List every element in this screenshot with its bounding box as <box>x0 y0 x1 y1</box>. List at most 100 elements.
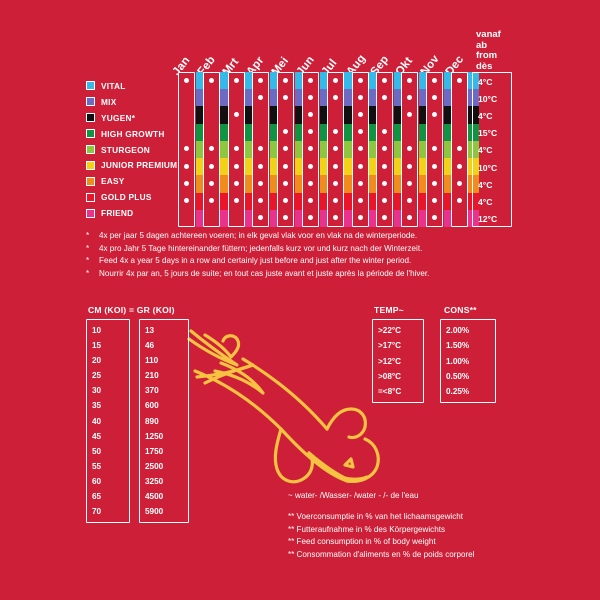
month-column-okt[interactable] <box>401 72 419 227</box>
legend-label: HIGH GROWTH <box>101 128 165 139</box>
note-text: Feed 4x a year 5 days in a row and certa… <box>99 256 412 266</box>
feeding-dot <box>456 146 462 152</box>
feeding-dot <box>357 129 363 135</box>
gr-value-cell: 4500 <box>145 492 164 502</box>
feeding-dot <box>357 146 363 152</box>
legend-label: EASY <box>101 176 125 187</box>
feeding-dot <box>432 146 437 152</box>
month-column-dec[interactable] <box>450 72 468 227</box>
month-column-apr[interactable] <box>252 72 270 227</box>
temperature-cell: 10°C <box>478 162 498 173</box>
temperature-cell: 12°C <box>478 214 498 225</box>
feeding-dot <box>258 94 264 100</box>
feeding-dot <box>407 163 413 169</box>
temperature-cell: 15°C <box>478 128 498 139</box>
feeding-dot <box>332 77 338 83</box>
month-column-mrt[interactable] <box>227 72 245 227</box>
feeding-dot <box>184 146 189 152</box>
month-column-mei[interactable] <box>277 72 295 227</box>
product-legend: VITAL MIX YUGEN* HIGH GROWTH STURGEON JUNIOR … <box>86 78 178 221</box>
feeding-dot <box>456 77 462 83</box>
feeding-dot <box>407 111 413 117</box>
feeding-dot <box>308 163 313 169</box>
feeding-dot <box>283 77 289 83</box>
cons-value-cell: 1.00% <box>446 356 470 366</box>
feeding-dot <box>432 77 437 83</box>
feeding-dot <box>407 215 413 221</box>
feeding-dot <box>432 180 437 186</box>
feeding-dot <box>184 180 189 186</box>
legend-item-highgrowth[interactable]: HIGH GROWTH <box>86 126 178 142</box>
product-color-strip <box>468 72 480 227</box>
feeding-dot <box>332 94 338 100</box>
cons-value-cell: 0.50% <box>446 371 470 381</box>
cm-gr-table-header: CM (KOI) = GR (KOI) <box>88 305 175 315</box>
feeding-notes: * 4x per jaar 5 dagen achtereen voeren; i… <box>86 230 526 280</box>
feeding-dot <box>184 198 189 204</box>
month-column-aug[interactable] <box>351 72 369 227</box>
feeding-dot <box>308 129 313 135</box>
gr-value-cell: 13 <box>145 326 155 335</box>
feeding-dot <box>432 198 437 204</box>
month-column-jan[interactable] <box>178 72 195 227</box>
feeding-dot <box>308 77 313 83</box>
legend-item-juniorpremium[interactable]: JUNIOR PREMIUM <box>86 157 178 173</box>
feeding-dot <box>382 94 388 100</box>
temp-values-column: >22°C >17°C >12°C >08°C =<8°C <box>372 319 424 404</box>
cm-column: 10 15 20 25 30 35 40 45 50 55 60 65 70 <box>86 319 130 524</box>
product-color-strip <box>393 72 405 227</box>
legend-item-yugen[interactable]: YUGEN* <box>86 110 178 126</box>
note-line: * Feed 4x a year 5 days in a row and cert… <box>86 255 526 268</box>
product-color-strip <box>195 72 207 227</box>
legend-item-friend[interactable]: FRIEND <box>86 205 178 221</box>
feeding-dot <box>258 180 264 186</box>
cons-value-cell: 1.50% <box>446 341 470 351</box>
temp-value-cell: >17°C <box>378 341 402 351</box>
month-column-feb[interactable] <box>202 72 220 227</box>
feeding-dot <box>407 180 413 186</box>
legend-label: VITAL <box>101 80 126 91</box>
feeding-dot <box>332 129 338 135</box>
temperature-cell: 4°C <box>478 179 493 190</box>
temp-value-cell: >12°C <box>378 356 402 366</box>
feeding-dot <box>233 77 239 83</box>
feeding-dot <box>283 129 289 135</box>
gr-value-cell: 3250 <box>145 476 164 486</box>
legend-item-vital[interactable]: VITAL <box>86 78 178 94</box>
temperature-cell: 4°C <box>478 197 493 208</box>
gr-value-cell: 890 <box>145 416 159 426</box>
legend-item-goldplus[interactable]: GOLD PLUS <box>86 189 178 205</box>
water-legend-line: ~ water- /Wasser- /water - /- de l'eau <box>288 491 419 500</box>
cm-value-cell: 30 <box>92 386 102 396</box>
legend-swatch-icon <box>86 176 95 186</box>
footnote-line: ** Futteraufnahme in % des Körpergewicht… <box>288 524 446 534</box>
feeding-dot <box>382 77 388 83</box>
gr-value-cell: 5900 <box>145 507 164 517</box>
legend-swatch-icon <box>86 113 95 123</box>
month-column-jul[interactable] <box>326 72 344 227</box>
gr-column: 13 46 110 210 370 600 890 1250 1750 2500 3250 4500 5… <box>139 319 189 524</box>
legend-swatch-icon <box>86 145 95 154</box>
feeding-chart: Jan Feb Mrt Apr Mei Jun Jul Aug Sep Okt Nov Dec van… <box>0 0 600 232</box>
feeding-dot <box>258 163 264 169</box>
feeding-dot <box>382 163 388 169</box>
cm-value-cell: 35 <box>92 401 102 411</box>
feeding-dot <box>332 146 338 152</box>
legend-label: YUGEN* <box>101 112 136 123</box>
gr-value-cell: 110 <box>145 356 159 366</box>
feeding-dot <box>382 198 388 204</box>
month-column-nov[interactable] <box>426 72 443 227</box>
feeding-dot <box>332 180 338 186</box>
gr-value-cell: 370 <box>145 386 159 396</box>
legend-item-mix[interactable]: MIX <box>86 94 178 110</box>
month-column-jun[interactable] <box>302 72 319 227</box>
temp-value-cell: >08°C <box>378 371 402 381</box>
legend-item-easy[interactable]: EASY <box>86 173 178 189</box>
feeding-dot <box>308 146 313 152</box>
legend-item-sturgeon[interactable]: STURGEON <box>86 142 178 158</box>
month-column-sep[interactable] <box>376 72 394 227</box>
temp-column-header: TEMP~ <box>374 305 404 315</box>
feeding-dot <box>308 94 313 100</box>
product-color-strip <box>294 72 306 227</box>
gr-value-cell: 1250 <box>145 431 164 441</box>
